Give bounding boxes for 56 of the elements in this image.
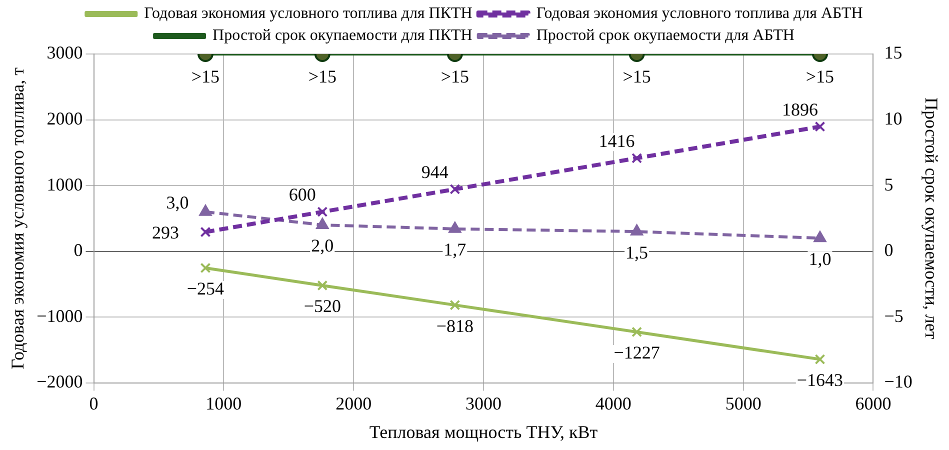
data-label: 1,7 [444, 240, 466, 260]
data-label: 293 [152, 222, 179, 243]
x-tick-label: 3000 [466, 393, 502, 414]
point [814, 121, 826, 132]
y-tick-label: −1000 [36, 306, 83, 326]
y-axis-title: Годовая экономия условного топлива, т [8, 67, 28, 370]
data-label: 3,0 [166, 192, 189, 213]
data-label: −1227 [614, 342, 660, 363]
legend-label: Годовая экономия условного топлива для ПКТН [144, 5, 473, 22]
point [450, 184, 460, 194]
x-tick-label: 5000 [725, 393, 762, 414]
x-tick-label: 6000 [855, 393, 892, 414]
y-tick-label: 0 [74, 240, 83, 260]
point [200, 226, 211, 238]
y-tick-label: −2000 [36, 372, 83, 392]
data-label: >15 [191, 66, 220, 87]
data-label: 2,0 [311, 236, 334, 256]
legend-label: Годовая экономия условного топлива для АБТН [536, 5, 864, 22]
data-label: 1416 [598, 130, 635, 151]
data-label: 1,0 [808, 248, 832, 269]
data-label: >15 [806, 66, 834, 87]
y-tick-label: 3000 [46, 42, 83, 63]
y-tick-label: 1000 [46, 174, 83, 194]
point [814, 354, 826, 365]
y2-tick-label: 15 [884, 42, 902, 63]
y-tick-label: 2000 [46, 108, 83, 128]
data-label: 944 [421, 162, 448, 182]
x-tick-label: 1000 [206, 393, 242, 414]
data-label: −818 [436, 316, 474, 336]
x-tick-label: 2000 [336, 393, 372, 414]
y2-tick-label: −10 [884, 372, 912, 392]
data-label: 1,5 [626, 242, 648, 262]
x-axis-title: Тепловая мощность ТНУ, кВт [369, 422, 598, 442]
data-label: >15 [308, 66, 336, 87]
data-label: >15 [622, 66, 651, 87]
y2-tick-label: −5 [884, 306, 904, 326]
y2-tick-label: 10 [884, 108, 902, 128]
legend-label: Простой срок окупаемости для ПКТН [212, 27, 473, 44]
data-label: −1643 [796, 370, 844, 390]
x-tick-label: 4000 [595, 393, 632, 414]
data-label: 600 [288, 184, 316, 205]
data-label: 1896 [782, 99, 818, 120]
x-tick-label: 0 [89, 393, 98, 414]
legend-label: Простой срок окупаемости для АБТН [536, 27, 795, 44]
data-label: −254 [186, 278, 224, 299]
point [632, 326, 642, 338]
data-label: −520 [304, 296, 341, 316]
point [200, 262, 211, 274]
data-label: >15 [440, 66, 469, 87]
y2-tick-label: 5 [884, 174, 894, 194]
point [317, 280, 328, 291]
point [317, 206, 328, 218]
y2-tick-label: 0 [884, 240, 894, 260]
point [450, 300, 460, 310]
point [632, 152, 642, 164]
y2-axis-title: Простой срок окупаемости, лет [921, 98, 942, 340]
